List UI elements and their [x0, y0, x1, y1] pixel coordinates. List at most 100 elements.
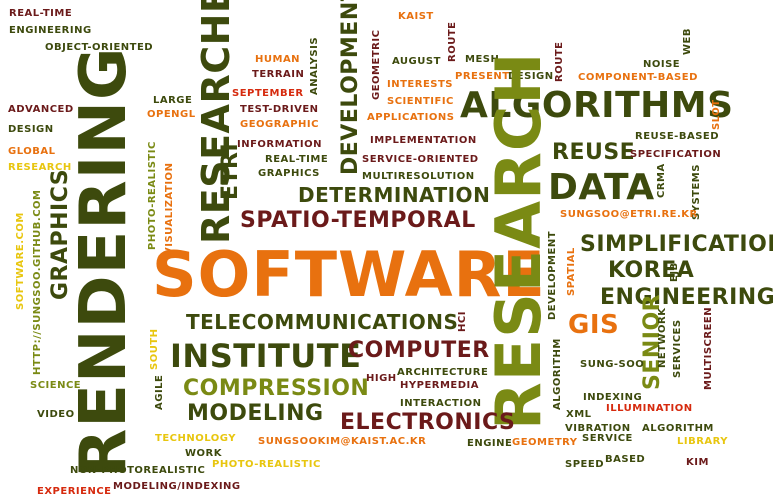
- word-large: large: [153, 95, 193, 106]
- word-algorithm-vertical: algorithm: [552, 338, 563, 410]
- word-modeling: modeling: [187, 401, 324, 426]
- word-specification: specification: [630, 149, 722, 160]
- word-applications: applications: [367, 112, 455, 123]
- word-telecommunications: telecommunications: [186, 310, 459, 334]
- word-modeling-indexing: modeling/indexing: [113, 481, 241, 492]
- word-geometry: geometry: [512, 437, 578, 448]
- word-photo-realistic-bottom: photo-realistic: [212, 459, 321, 470]
- word-determination: determination: [298, 183, 491, 207]
- word-component-based: component-based: [578, 72, 698, 83]
- word-researcher: researcher: [194, 0, 238, 244]
- word-science: science: [30, 380, 82, 391]
- word-graphics: graphics: [48, 168, 73, 300]
- word-spatio-temporal: spatio-temporal: [240, 208, 476, 233]
- word-korea: korea: [608, 258, 695, 283]
- word-software: software: [152, 238, 546, 311]
- word-advanced: advanced: [8, 104, 74, 115]
- word-algorithms: algorithms: [460, 85, 734, 126]
- word-sung-soo: sung-soo: [580, 359, 645, 370]
- word-route-right: route: [554, 41, 565, 82]
- word-institute: institute: [170, 337, 362, 375]
- word-xml: xml: [566, 409, 592, 420]
- word-noise: noise: [643, 59, 681, 70]
- word-scientific: scientific: [387, 96, 454, 107]
- word-ejb: ejb: [669, 262, 680, 282]
- word-september: september: [232, 88, 304, 99]
- word-slot: slot: [711, 99, 722, 130]
- word-computer: computer: [348, 338, 490, 363]
- word-spatial: spatial: [566, 247, 577, 296]
- word-engineering-right: engineering: [600, 285, 773, 310]
- word-reuse-based: reuse-based: [635, 131, 720, 142]
- word-network: network: [657, 307, 668, 368]
- word-test-driven: test-driven: [240, 104, 319, 115]
- word-simplification: simplification: [580, 232, 773, 257]
- word-sungsookim-email: sungsookim@kaist.ac.kr: [258, 436, 427, 447]
- word-real-time: real-time: [9, 8, 73, 19]
- word-terrain: terrain: [252, 69, 305, 80]
- word-engine: engine: [467, 438, 513, 449]
- word-rendering: rendering: [67, 46, 141, 478]
- word-research: research: [482, 51, 555, 430]
- word-non-photorealistic: non-photorealistic: [70, 465, 206, 476]
- word-opengl: opengl: [147, 109, 196, 120]
- word-interests: interests: [387, 79, 453, 90]
- word-developments: developments: [338, 0, 363, 175]
- word-august: august: [392, 56, 441, 67]
- word-kim: kim: [686, 457, 709, 468]
- word-analysis: analysis: [309, 36, 320, 95]
- word-present: present: [455, 71, 510, 82]
- word-etri: etri: [218, 142, 243, 200]
- word-design-mid: design: [508, 71, 554, 82]
- word-engineering: engineering: [9, 25, 92, 36]
- word-library: library: [677, 436, 729, 447]
- word-service-oriented: service-oriented: [362, 154, 479, 165]
- word-software-com: software.com: [15, 212, 26, 310]
- word-architecture: architecture: [397, 367, 489, 378]
- word-gis: gis: [568, 310, 620, 340]
- word-geographic: geographic: [240, 119, 319, 130]
- word-object-oriented: object-oriented: [45, 42, 154, 53]
- word-based: based: [605, 454, 646, 465]
- word-algorithm: algorithm: [642, 423, 714, 434]
- word-work: work: [185, 448, 222, 459]
- word-illumination: illumination: [606, 403, 693, 414]
- word-data: data: [548, 167, 655, 208]
- word-multiscreen: multiscreen: [703, 306, 714, 390]
- word-sungsoo-etri-email: sungsoo@etri.re.kr: [560, 209, 698, 220]
- word-research-small: research: [8, 162, 72, 173]
- word-compression: compression: [183, 376, 370, 401]
- word-implementation: implementation: [370, 135, 477, 146]
- word-hci: hci: [457, 311, 468, 332]
- word-human: human: [255, 54, 301, 65]
- word-indexing: indexing: [583, 392, 643, 403]
- word-vibration: vibration: [565, 423, 631, 434]
- word-photo-realistic-vertical: photo-realistic: [147, 141, 158, 250]
- word-hypermedia: hypermedia: [400, 380, 480, 391]
- word-electronics: electronics: [340, 410, 516, 435]
- word-development: development: [547, 230, 558, 320]
- word-crma: crma: [656, 163, 667, 198]
- word-global: global: [8, 146, 56, 157]
- word-mesh: mesh: [465, 54, 500, 65]
- word-speed: speed: [565, 459, 604, 470]
- word-real-time-mid: real-time: [265, 154, 329, 165]
- word-reuse: reuse: [552, 140, 636, 165]
- word-information: information: [237, 139, 322, 150]
- word-route-top: route: [447, 21, 458, 62]
- word-technology: technology: [155, 433, 236, 444]
- word-video: video: [37, 409, 75, 420]
- word-design: design: [8, 124, 54, 135]
- word-service: service: [582, 433, 633, 444]
- word-github-url: http://sungsoo.github.com: [32, 189, 43, 375]
- word-web: web: [682, 28, 693, 55]
- word-experience: experience: [37, 486, 112, 497]
- word-services: services: [672, 319, 683, 378]
- word-agile: agile: [154, 374, 165, 410]
- word-graphics-mid: graphics: [258, 168, 320, 179]
- word-kaist: kaist: [398, 11, 434, 22]
- word-high: high: [366, 373, 397, 384]
- word-south: south: [149, 328, 160, 370]
- word-multiresolution: multiresolution: [362, 171, 475, 182]
